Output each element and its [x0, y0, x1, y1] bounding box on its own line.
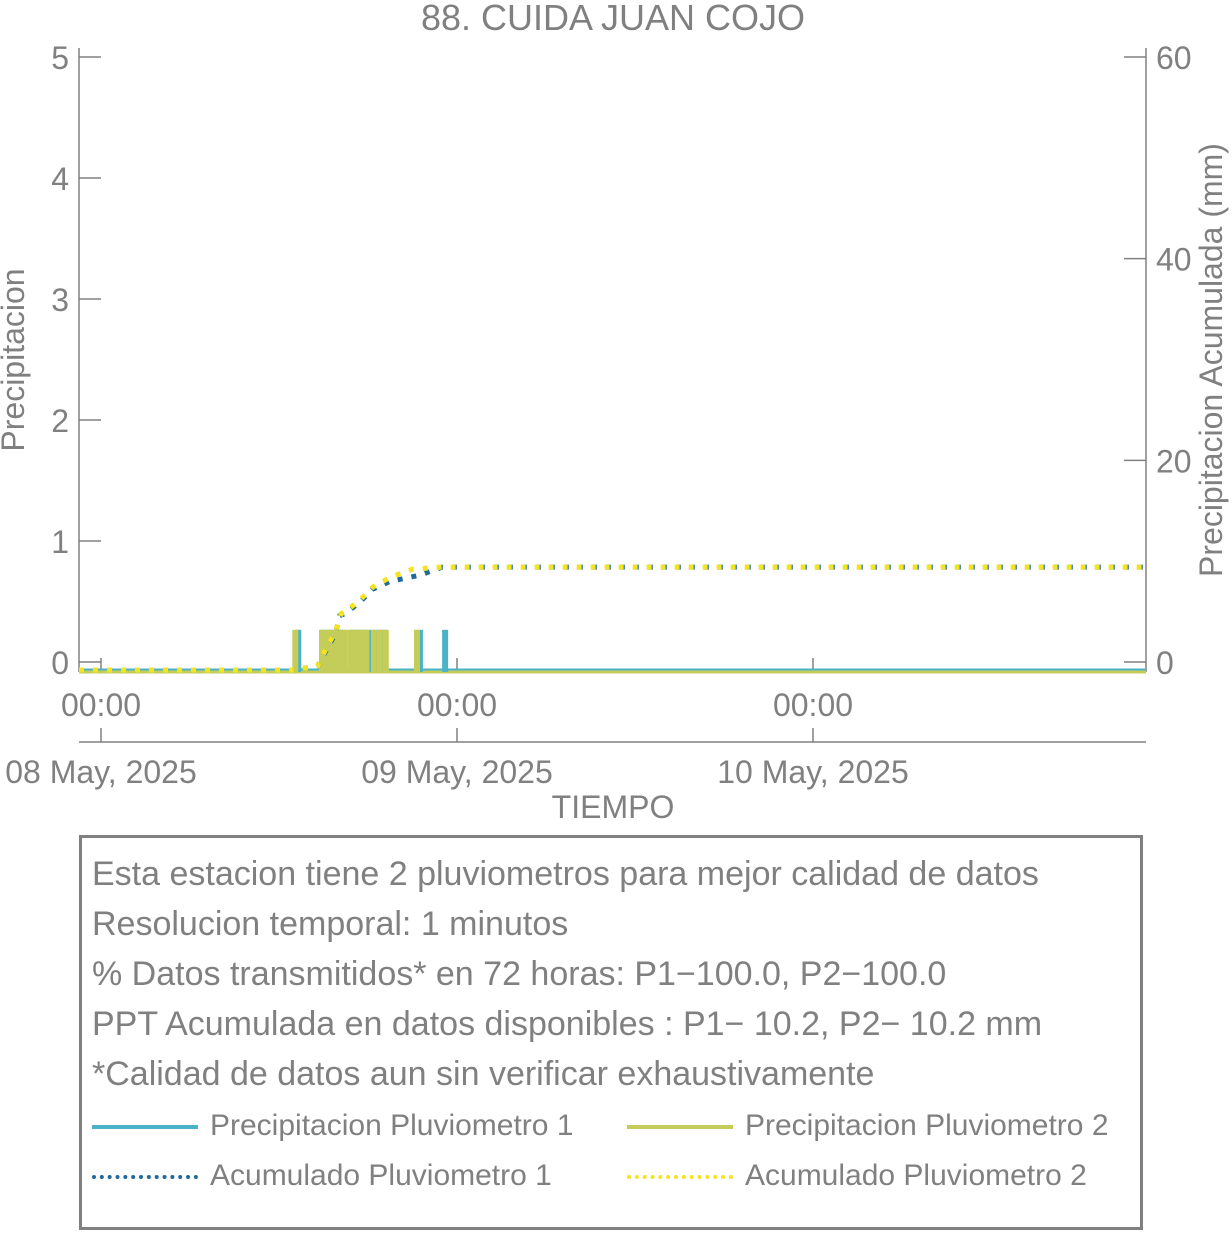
precip-bar-p2 [327, 629, 334, 672]
info-panel: Esta estacion tiene 2 pluviometros para … [79, 835, 1143, 1230]
legend-label-acc2: Acumulado Pluviometro 2 [745, 1159, 1087, 1192]
legend-label-acc1: Acumulado Pluviometro 1 [210, 1159, 552, 1192]
precip-bar-p1 [442, 629, 449, 672]
accumulated-line-1 [79, 564, 1146, 673]
legend-swatch-p1 [92, 1125, 198, 1129]
y2-tick-label: 40 [1156, 242, 1192, 278]
axes: 0 1 2 3 4 5 0 20 40 60 00:00 08 May, 2025 00:00 09 Ma… [5, 40, 1191, 790]
legend-label-p2: Precipitacion Pluviometro 2 [745, 1109, 1109, 1142]
precip-bar-p2 [341, 629, 348, 672]
y-tick-label: 3 [51, 282, 69, 318]
precip-bar-p2 [363, 629, 370, 672]
precip-bar-p2 [359, 629, 366, 672]
legend-swatch-acc2 [627, 1175, 733, 1179]
precip-bar-p2 [350, 629, 357, 672]
info-line-calidad: *Calidad de datos aun sin verificar exha… [92, 1055, 875, 1093]
info-line-pluviometros: Esta estacion tiene 2 pluviometros para … [92, 855, 1039, 893]
x-tick-label-time: 00:00 [417, 687, 497, 723]
chart-title: 88. CUIDA JUAN COJO [421, 0, 805, 38]
precipitation-chart: 88. CUIDA JUAN COJO 0 1 2 3 4 5 0 20 40 60 00:00 08… [0, 0, 1229, 825]
y2-tick-label: 60 [1156, 40, 1192, 76]
accumulated-lines-layer [79, 564, 1146, 673]
x-tick-label-time: 00:00 [773, 687, 853, 723]
y-tick-label: 4 [51, 161, 69, 197]
info-line-ppt-acumulada: PPT Acumulada en datos disponibles : P1−… [92, 1005, 1043, 1043]
info-line-datos-transmitidos: % Datos transmitidos* en 72 horas: P1−10… [92, 955, 947, 993]
precip-bar-p2 [319, 629, 326, 672]
x-tick-label-date: 09 May, 2025 [361, 754, 553, 790]
precip-bar-p2 [336, 629, 343, 672]
legend-swatch-acc1 [92, 1175, 198, 1179]
x-axis-label: TIEMPO [552, 789, 675, 825]
y-tick-label: 1 [51, 524, 69, 560]
y-axis-label: Precipitacion [0, 268, 31, 451]
legend-label-p1: Precipitacion Pluviometro 1 [210, 1109, 574, 1142]
y2-tick-label: 20 [1156, 443, 1192, 479]
precip-bar-p2 [413, 629, 420, 672]
accumulated-line-2 [79, 564, 1146, 673]
bars-layer [79, 629, 1146, 674]
precip-bar-p2 [376, 629, 383, 672]
y2-tick-label: 0 [1156, 645, 1174, 681]
y-tick-label: 5 [51, 40, 69, 76]
precip-bar-p2 [332, 629, 339, 672]
x-tick-label-date: 08 May, 2025 [5, 754, 197, 790]
precip-bar-p2 [354, 629, 361, 672]
precip-bar-p2 [292, 629, 299, 672]
legend-swatch-p2 [627, 1125, 733, 1129]
precip-bar-p2 [382, 629, 389, 672]
info-line-resolucion: Resolucion temporal: 1 minutos [92, 905, 569, 943]
x-tick-label-date: 10 May, 2025 [717, 754, 909, 790]
x-tick-label-time: 00:00 [61, 687, 141, 723]
precip-bar-p2 [370, 629, 377, 672]
y-tick-label: 0 [51, 645, 69, 681]
y-tick-label: 2 [51, 403, 69, 439]
y2-axis-label: Precipitacion Acumulada (mm) [1193, 143, 1229, 577]
